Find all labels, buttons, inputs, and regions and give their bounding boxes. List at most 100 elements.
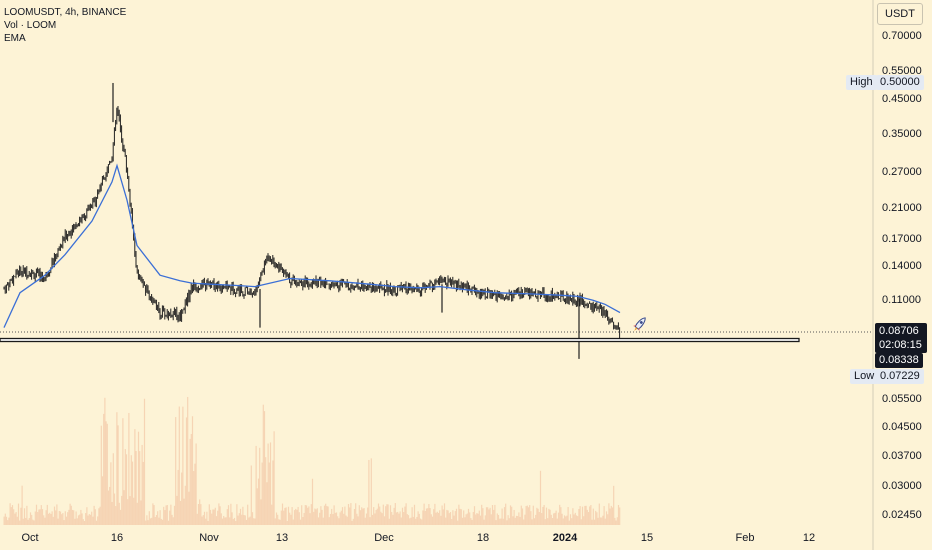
volume-bar: [568, 520, 570, 525]
volume-bar: [585, 505, 587, 525]
volume-bar: [481, 504, 483, 525]
volume-bar: [584, 505, 586, 525]
volume-bar: [283, 510, 285, 525]
ema-indicator-label[interactable]: EMA: [4, 33, 26, 44]
volume-bar: [248, 517, 250, 525]
volume-bar: [476, 513, 478, 525]
volume-bar: [331, 508, 333, 525]
volume-bar: [422, 510, 424, 525]
volume-bar: [377, 503, 380, 525]
volume-bar: [365, 513, 368, 525]
volume-bar: [446, 509, 448, 525]
volume-bar: [359, 510, 362, 525]
volume-bar: [505, 503, 507, 525]
volume-bar: [247, 504, 249, 525]
volume-bar: [401, 507, 404, 525]
volume-bar: [196, 513, 198, 525]
volume-bar: [5, 516, 8, 525]
volume-bar: [44, 517, 46, 525]
volume-bar: [423, 503, 425, 525]
volume-bar: [610, 505, 612, 525]
volume-indicator-label[interactable]: Vol · LOOM: [4, 20, 57, 31]
volume-bar: [296, 509, 298, 525]
volume-bar: [393, 507, 395, 525]
time-tick-label: 18: [477, 532, 489, 544]
volume-bar: [355, 503, 357, 525]
price-scale[interactable]: 0.70000 0.55000 0.45000 0.35000 0.27000 0.210…: [882, 30, 922, 521]
volume-bar: [260, 499, 262, 525]
volume-bar: [238, 513, 240, 525]
volume-bar: [391, 511, 393, 525]
volume-bar: [193, 471, 195, 525]
volume-bar: [107, 490, 110, 525]
price-tick-label: 0.55000: [882, 65, 922, 77]
volume-bar: [507, 515, 509, 525]
volume-bar: [458, 504, 460, 525]
volume-bar: [369, 517, 371, 525]
volume-bar: [555, 510, 557, 525]
volume-bar: [59, 511, 62, 525]
volume-bar: [87, 515, 89, 525]
volume-bar: [459, 508, 461, 525]
volume-bar: [430, 514, 432, 525]
volume-bar: [25, 517, 27, 525]
volume-bar: [394, 503, 396, 525]
volume-bar: [127, 499, 129, 525]
symbol-title[interactable]: LOOMUSDT, 4h, BINANCE: [4, 7, 127, 18]
volume-bar: [561, 513, 563, 525]
volume-bar: [535, 514, 537, 525]
volume-bar: [50, 513, 52, 525]
volume-bar: [457, 520, 459, 525]
volume-bar: [580, 519, 582, 525]
volume-bar: [142, 461, 144, 525]
volume-bar: [237, 515, 239, 525]
volume-bar: [566, 515, 568, 525]
volume-bar: [46, 504, 48, 525]
volume-bar: [52, 516, 54, 525]
volume-bar: [29, 512, 32, 525]
volume-bar: [77, 515, 80, 525]
volume-bar: [116, 412, 118, 525]
volume-bar: [497, 514, 500, 525]
volume-bar: [175, 417, 177, 525]
volume-bar: [602, 515, 604, 525]
volume-bar: [225, 517, 227, 525]
volume-bar: [301, 505, 303, 525]
volume-bar: [187, 396, 189, 525]
volume-bar: [19, 520, 21, 525]
volume-bar: [413, 504, 416, 525]
volume-bar: [461, 517, 464, 525]
volume-bar: [82, 519, 84, 525]
volume-bar: [589, 506, 591, 525]
volume-bar: [160, 518, 162, 525]
volume-bar: [533, 518, 536, 525]
volume-bar: [560, 507, 562, 525]
volume-bar: [500, 518, 502, 525]
volume-bar: [158, 517, 160, 525]
volume-bar: [67, 512, 69, 525]
volume-bar: [274, 518, 276, 525]
currency-unit-button[interactable]: USDT: [877, 3, 923, 25]
volume-bar: [553, 513, 555, 525]
volume-bar: [488, 509, 490, 525]
volume-bar: [106, 423, 108, 525]
time-axis[interactable]: Oct 16 Nov 13 Dec 18 2024 15 Feb 12: [21, 532, 815, 544]
support-line[interactable]: [0, 337, 800, 343]
volume-bar: [545, 507, 548, 525]
volume-bar: [383, 516, 386, 525]
volume-bar: [465, 514, 467, 525]
volume-bar: [149, 518, 152, 525]
volume-bar: [565, 516, 567, 525]
volume-bar: [183, 498, 185, 525]
volume-bar: [375, 509, 377, 525]
volume-bar: [21, 485, 23, 525]
volume-bar: [131, 461, 134, 525]
volume-bar: [214, 507, 216, 525]
volume-bar: [543, 504, 545, 525]
volume-bar: [607, 514, 609, 525]
volume-bar: [104, 397, 106, 525]
volume-bar: [242, 506, 244, 525]
volume-bar: [494, 504, 496, 525]
volume-bar: [362, 508, 364, 525]
